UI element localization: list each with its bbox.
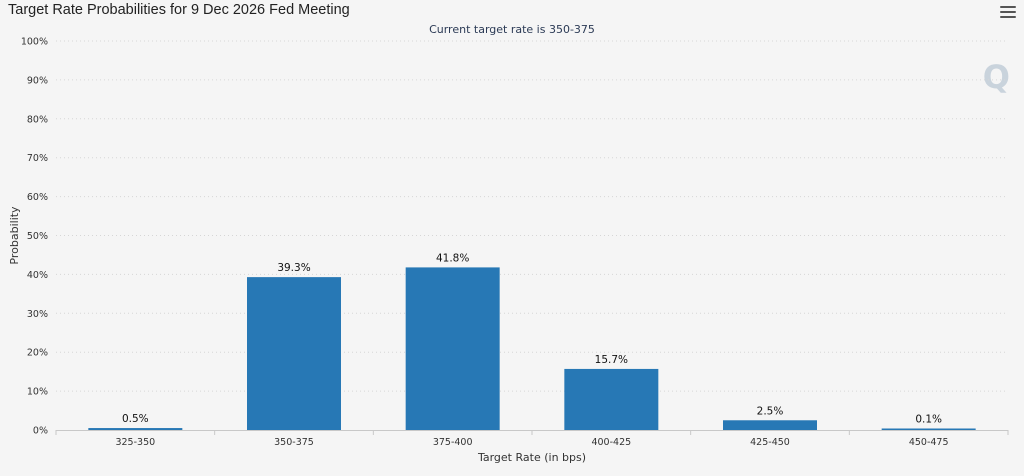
q-logo: Q <box>982 58 1010 96</box>
chart-subtitle: Current target rate is 350-375 <box>429 23 595 36</box>
x-tick-label: 350-375 <box>274 437 314 448</box>
data-label: 0.5% <box>122 413 149 425</box>
bar-400-425[interactable] <box>564 368 659 430</box>
y-tick-label: 50% <box>27 231 48 242</box>
y-tick-label: 80% <box>27 114 48 125</box>
data-label: 39.3% <box>277 262 310 274</box>
x-tick-label: 400-425 <box>591 437 631 448</box>
x-tick-label: 375-400 <box>433 437 473 448</box>
x-tick-label: 325-350 <box>115 437 155 448</box>
bar-375-400[interactable] <box>405 267 500 430</box>
bar-450-475[interactable] <box>881 428 976 431</box>
y-tick-label: 30% <box>27 309 48 320</box>
y-tick-label: 60% <box>27 192 48 203</box>
y-tick-label: 20% <box>27 348 48 359</box>
y-tick-label: 70% <box>27 153 48 164</box>
bar-425-450[interactable] <box>723 420 817 430</box>
y-tick-label: 100% <box>21 37 48 48</box>
y-tick-label: 0% <box>33 426 48 437</box>
data-label: 0.1% <box>915 414 942 426</box>
x-axis-title: Target Rate (in bps) <box>477 451 586 464</box>
y-tick-label: 40% <box>27 270 48 281</box>
data-label: 15.7% <box>595 354 628 366</box>
chart-title: Target Rate Probabilities for 9 Dec 2026… <box>8 2 350 18</box>
y-tick-label: 90% <box>27 75 48 86</box>
x-tick-label: 425-450 <box>750 437 790 448</box>
bar-325-350[interactable] <box>88 428 183 430</box>
y-axis-title: Probability <box>8 206 21 265</box>
x-tick-label: 450-475 <box>909 437 949 448</box>
bar-350-375[interactable] <box>247 277 341 430</box>
y-tick-label: 10% <box>27 387 48 398</box>
hamburger-menu-icon[interactable] <box>1000 6 1016 20</box>
data-label: 41.8% <box>436 252 469 264</box>
data-label: 2.5% <box>757 405 784 417</box>
